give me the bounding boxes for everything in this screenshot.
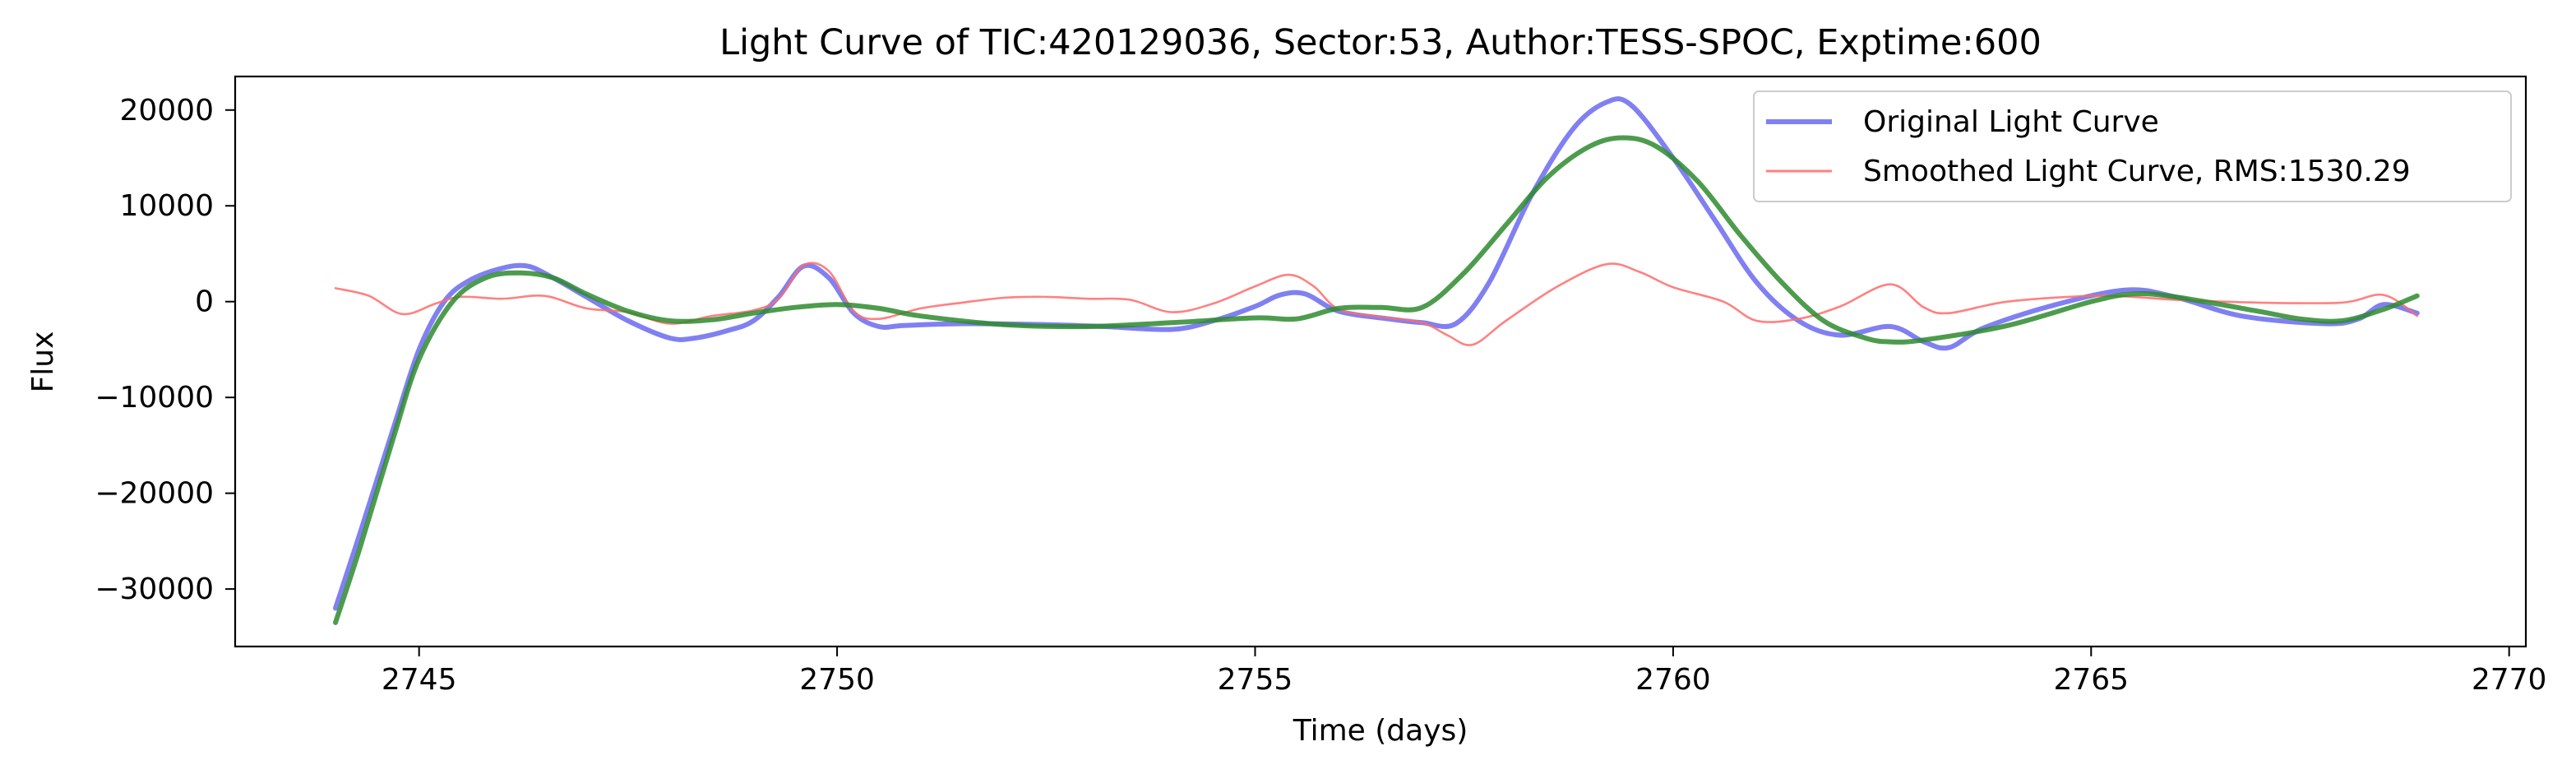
y-tick-label: −10000 — [95, 381, 214, 415]
y-tick-label: −30000 — [95, 572, 214, 606]
chart-title: Light Curve of TIC:420129036, Sector:53,… — [719, 22, 2042, 63]
y-axis: −30000 −20000 −10000 0 10000 20000 — [95, 94, 235, 606]
y-tick-label: 10000 — [119, 189, 214, 223]
x-axis-label: Time (days) — [1293, 714, 1468, 748]
x-tick-label: 2760 — [1635, 663, 1711, 697]
y-tick-label: 0 — [195, 285, 214, 319]
x-axis: 2745 2750 2755 2760 2765 2770 — [382, 647, 2547, 697]
legend-label-original: Original Light Curve — [1863, 105, 2159, 139]
series-fit-line — [333, 135, 2420, 625]
legend: Original Light Curve Smoothed Light Curv… — [1753, 90, 2512, 202]
x-tick-label: 2755 — [1218, 663, 1293, 697]
plot-frame — [234, 75, 2527, 648]
x-tick-label: 2765 — [2053, 663, 2129, 697]
legend-box — [1753, 90, 2512, 202]
legend-label-smoothed: Smoothed Light Curve, RMS:1530.29 — [1863, 155, 2411, 188]
x-tick-label: 2750 — [799, 663, 875, 697]
x-tick-label: 2745 — [382, 663, 457, 697]
x-tick-label: 2770 — [2472, 663, 2547, 697]
series-smoothed-line — [334, 262, 2419, 346]
y-axis-label: Flux — [26, 331, 60, 393]
y-tick-label: 20000 — [119, 94, 214, 127]
y-tick-label: −20000 — [95, 477, 214, 511]
